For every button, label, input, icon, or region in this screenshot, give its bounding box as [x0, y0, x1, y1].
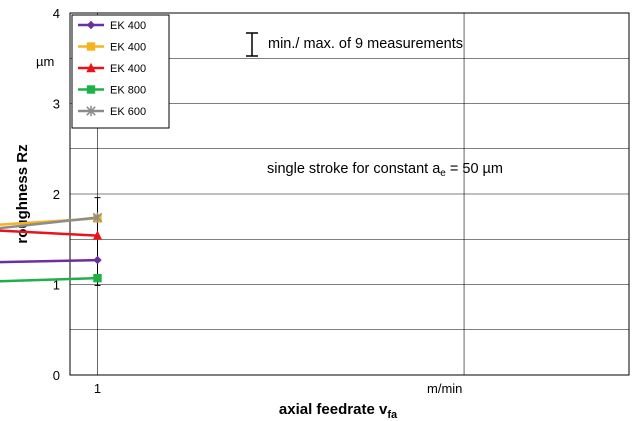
legend-item: EK 600 — [78, 105, 146, 118]
x-axis-title: axial feedrate vfa — [279, 401, 398, 421]
legend-item: EK 400 — [78, 42, 146, 54]
series-4 — [0, 273, 102, 283]
legend-label: EK 800 — [110, 85, 146, 97]
y-tick-labels: 0 1 2 3 4 — [53, 6, 60, 383]
data-point — [93, 273, 102, 283]
y-axis-title: roughness Rz — [14, 144, 31, 243]
legend-item: EK 400 — [78, 62, 146, 75]
error-bar-legend-icon — [246, 32, 258, 57]
series-3 — [0, 229, 103, 240]
legend-swatch-marker — [86, 20, 96, 30]
data-point — [92, 230, 103, 240]
y-tick-label: 1 — [53, 278, 60, 293]
y-tick-label: 2 — [53, 187, 60, 202]
series-1 — [0, 255, 102, 265]
x-axis-title-main: axial feedrate v — [279, 401, 388, 418]
legend: EK 400 EK 400 EK 400 EK 800 EK 600 — [78, 20, 146, 118]
legend-swatch-marker — [86, 105, 96, 117]
y-unit-label: µm — [36, 54, 54, 69]
stroke-note-subscript: e — [440, 168, 446, 179]
legend-label: EK 400 — [110, 42, 146, 54]
x-unit-label: m/min — [427, 381, 462, 396]
y-tick-label: 4 — [53, 6, 60, 21]
x-tick-labels: 0.20.51 — [94, 381, 101, 396]
y-tick-label: 3 — [53, 97, 60, 112]
data-point — [93, 255, 102, 265]
error-bars — [94, 197, 101, 286]
error-bar-note: min./ max. of 9 measurements — [268, 36, 463, 52]
error-bar — [94, 197, 101, 286]
legend-label: EK 400 — [110, 20, 146, 32]
data-point — [92, 212, 103, 223]
legend-label: EK 400 — [110, 63, 146, 75]
legend-item: EK 800 — [78, 85, 146, 97]
legend-swatch-marker — [86, 62, 96, 73]
x-axis-title-subscript: fa — [387, 409, 398, 421]
legend-swatch-marker — [86, 42, 96, 51]
stroke-note-suffix: = 50 µm — [446, 161, 503, 177]
legend-label: EK 600 — [110, 106, 146, 118]
data-series — [0, 212, 103, 283]
legend-item: EK 400 — [78, 20, 146, 32]
series-5 — [0, 212, 103, 230]
y-tick-label: 0 — [53, 368, 60, 383]
plot-area-frame — [69, 12, 630, 376]
stroke-note-prefix: single stroke for constant a — [267, 161, 441, 177]
x-tick-label: 1 — [94, 381, 101, 396]
legend-swatch-marker — [86, 85, 96, 94]
stroke-note: single stroke for constant ae = 50 µm — [267, 161, 503, 179]
